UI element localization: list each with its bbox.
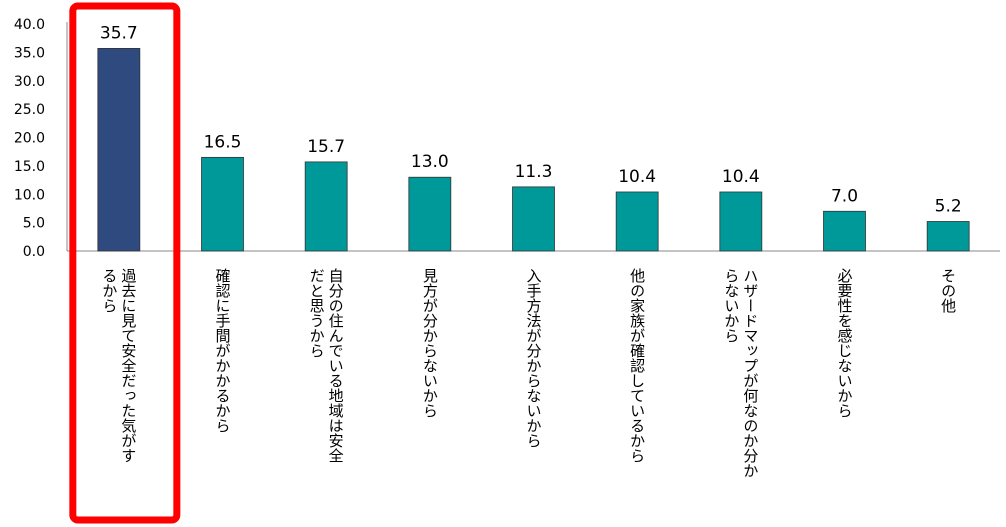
category-label: だと思うから <box>308 268 326 358</box>
highlight-box <box>69 2 181 524</box>
category-label: ハザードマップが何なのか分か <box>741 268 759 478</box>
bar <box>97 48 141 252</box>
category-label: 必要性を感じないから <box>836 268 854 418</box>
data-label: 5.2 <box>935 196 962 216</box>
category-label: その他 <box>939 268 957 314</box>
category-label: るから <box>100 268 118 313</box>
category-label: らないから <box>722 268 740 343</box>
data-label: 35.7 <box>100 23 138 43</box>
bar <box>408 176 452 252</box>
y-tick-label: 40.0 <box>14 17 45 33</box>
data-label: 16.5 <box>204 132 242 152</box>
category-label: 見方が分からないから <box>421 268 439 418</box>
y-tick-label: 20.0 <box>14 131 45 147</box>
data-label: 11.3 <box>515 162 553 182</box>
data-label: 10.4 <box>618 167 656 187</box>
y-tick-label: 15.0 <box>14 159 45 175</box>
category-label: 他の家族が確認しているから <box>628 268 646 463</box>
y-tick-label: 5.0 <box>23 216 45 232</box>
data-label: 7.0 <box>831 186 858 206</box>
y-tick-label: 25.0 <box>14 102 45 118</box>
bar <box>926 221 970 252</box>
y-tick-label: 35.0 <box>14 45 45 61</box>
data-label: 15.7 <box>307 137 345 157</box>
category-label: 入手方法が分からないから <box>525 268 543 448</box>
bar <box>719 191 763 252</box>
category-label: 確認に手間がかかるから <box>214 268 232 433</box>
category-label: 過去に見て安全だった気がす <box>119 268 137 463</box>
bar <box>201 156 244 252</box>
bar <box>823 210 866 252</box>
category-label: 自分の住んでいる地域は安全 <box>327 268 345 463</box>
data-label: 10.4 <box>722 167 760 187</box>
bar <box>512 186 555 252</box>
bar <box>304 161 348 252</box>
y-tick-label: 30.0 <box>14 74 45 90</box>
bar <box>615 191 659 252</box>
y-tick-label: 10.0 <box>14 187 45 203</box>
y-tick-label: 0.0 <box>23 244 45 260</box>
data-label: 13.0 <box>411 152 449 172</box>
